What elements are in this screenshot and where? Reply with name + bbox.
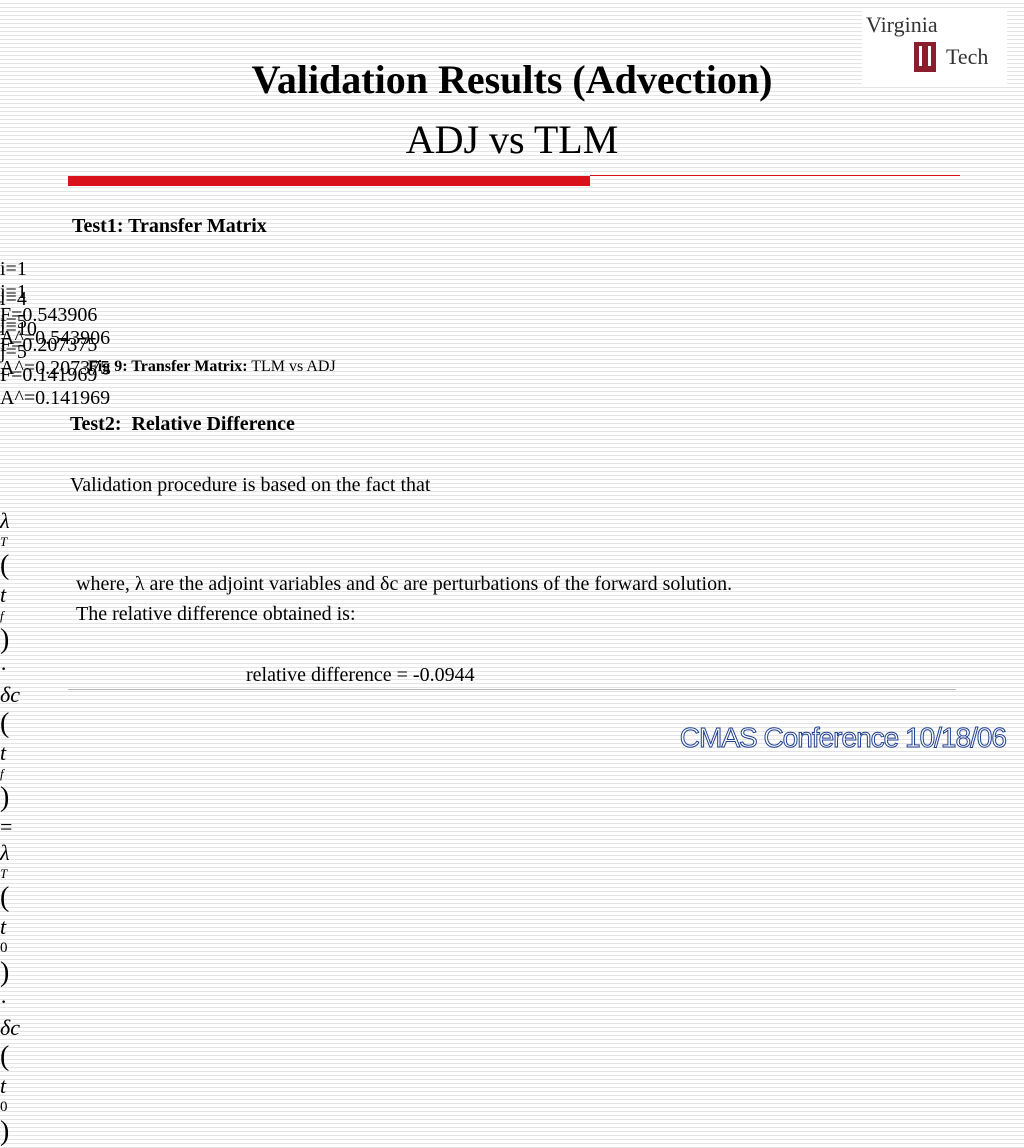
matrix-row: i=1 j=1 F=0.543906 A^=0.543906 <box>0 258 1024 349</box>
equation-token: ) <box>0 1116 10 1147</box>
equation-token: f <box>0 766 4 781</box>
logo-icon <box>914 42 936 72</box>
matrix-cell: F=0.543906 <box>0 304 98 326</box>
heading: Test2: Relative Difference <box>70 413 295 435</box>
matrix-cell: j=1 <box>0 281 27 303</box>
logo-text: Virginia <box>866 12 938 37</box>
equation: λ T(t f) · δc(t f) = λ T(t 0) · δc(t 0) <box>0 508 1024 1147</box>
equation-token: · <box>0 989 8 1014</box>
equation-token: 0 <box>0 940 8 956</box>
equation-token: λ <box>0 840 10 865</box>
matrix-row: i=4 j=5 F=0.207375 A^=0.207375 <box>0 288 1024 379</box>
subtitle: ADJ vs TLM <box>405 117 619 162</box>
equation-token: ) <box>0 782 10 813</box>
caption-label: Fig 9: Transfer Matrix: <box>88 358 248 375</box>
equation-token: ( <box>0 708 10 739</box>
result: relative difference = -0.0944 <box>246 664 475 686</box>
matrix-cell: A^=0.141969 <box>0 387 111 409</box>
equation-token: = <box>0 814 13 839</box>
divider <box>68 176 590 186</box>
caption-text: TLM vs ADJ <box>251 358 336 375</box>
equation-token: 0 <box>0 1099 8 1115</box>
matrix-cell: i=10 <box>0 318 37 340</box>
matrix-cell: j=5 <box>0 341 27 363</box>
matrix-cell: F=0.141969 <box>0 364 98 386</box>
caption: Fig 9: Transfer Matrix: TLM vs ADJ <box>88 358 336 376</box>
matrix-cell: A^=0.207375 <box>0 357 111 379</box>
equation-token: λ <box>0 508 10 533</box>
equation-token: ( <box>0 882 10 913</box>
paragraph: The relative difference obtained is: <box>76 603 356 625</box>
equation-token: t <box>0 582 7 607</box>
equation-token: δc <box>0 1015 20 1040</box>
equation-token: t <box>0 740 7 765</box>
equation-token: t <box>0 914 7 939</box>
equation-token: δc <box>0 682 20 707</box>
matrix-cell: j=5 <box>0 311 27 333</box>
equation-token: ( <box>0 1041 10 1072</box>
equation-token: T <box>0 866 8 881</box>
logo-text: Tech <box>946 44 989 69</box>
matrix-cell: i=4 <box>0 288 27 310</box>
heading: Test1: Transfer Matrix <box>72 215 267 237</box>
paragraph: Validation procedure is based on the fac… <box>70 474 431 496</box>
logo: Virginia Tech <box>862 10 1007 85</box>
divider <box>590 175 960 176</box>
matrix-cell: F=0.207375 <box>0 334 98 356</box>
equation-token: ) <box>0 957 10 988</box>
equation-token: f <box>0 608 4 623</box>
equation-token: t <box>0 1073 7 1098</box>
divider <box>68 689 956 690</box>
title: Validation Results (Advection) <box>251 57 773 102</box>
equation-token: ( <box>0 550 10 581</box>
equation-token: T <box>0 534 8 549</box>
matrix-row: i=10 j=5 F=0.141969 A^=0.141969 <box>0 318 1024 409</box>
footer: CMAS Conference 10/18/06 <box>679 722 1007 754</box>
equation-token: · <box>0 656 8 681</box>
matrix-cell: A^=0.543906 <box>0 327 111 349</box>
matrix-cell: i=1 <box>0 258 27 280</box>
paragraph: where, λ are the adjoint variables and δ… <box>76 573 733 595</box>
equation-token: ) <box>0 624 10 655</box>
